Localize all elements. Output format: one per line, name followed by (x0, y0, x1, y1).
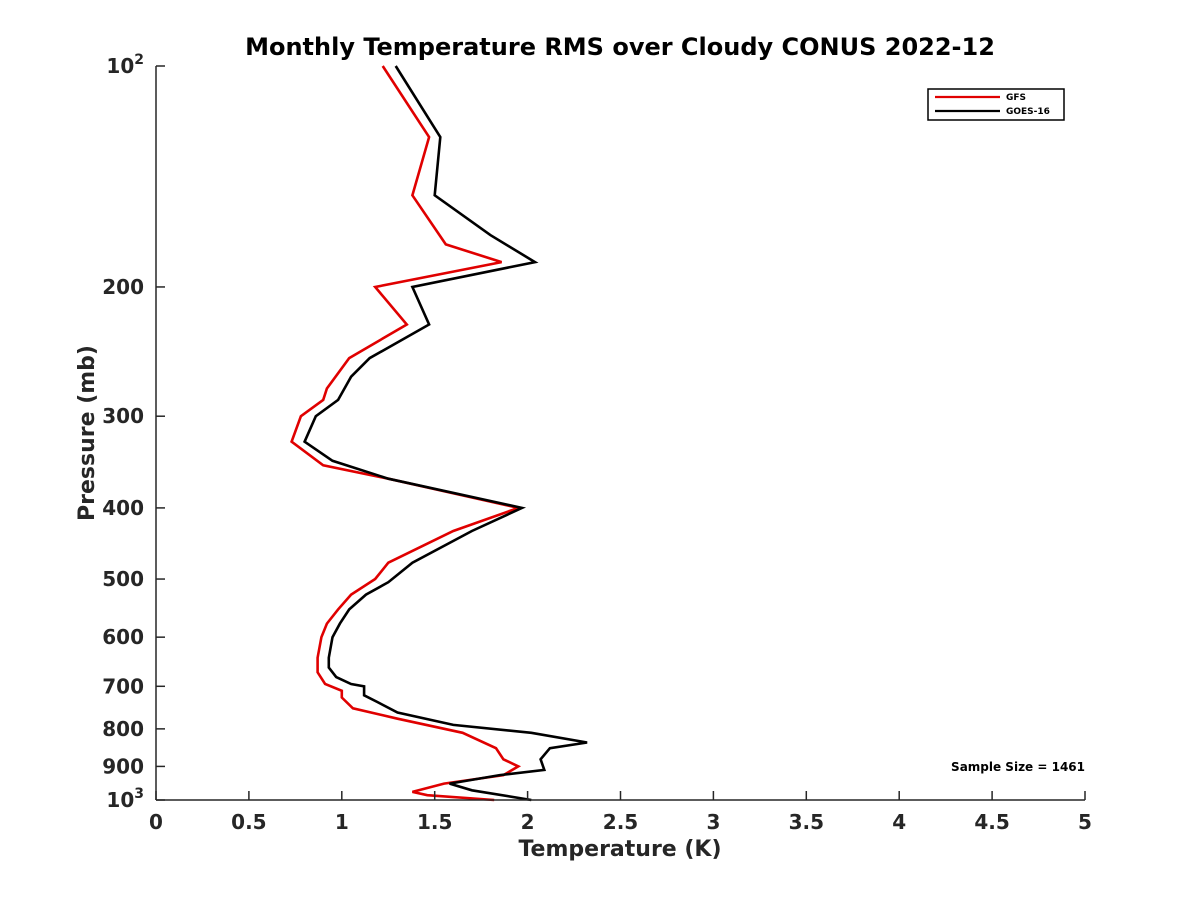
y-tick-label: 800 (102, 717, 144, 741)
y-tick-label: 102 (106, 52, 144, 78)
legend-box (927, 88, 1065, 121)
x-tick-label: 5 (1078, 810, 1092, 834)
y-tick-label: 600 (102, 625, 144, 649)
plot-area (290, 65, 588, 802)
legend: GFS GOES-16 (927, 88, 1065, 121)
y-tick-label: 700 (102, 674, 144, 698)
y-axis-label: Pressure (mb) (75, 345, 100, 521)
chart-title: Monthly Temperature RMS over Cloudy CONU… (245, 33, 995, 61)
series-line-gfs (290, 65, 523, 802)
x-tick-label: 2.5 (603, 810, 638, 834)
y-tick-label: 500 (102, 567, 144, 591)
x-tick-label: 4.5 (974, 810, 1009, 834)
x-tick-label: 0 (149, 810, 163, 834)
y-tick-label: 103 (106, 786, 144, 812)
x-tick-label: 3.5 (789, 810, 824, 834)
legend-label-goes16: GOES-16 (1006, 107, 1050, 117)
x-tick-label: 4 (892, 810, 906, 834)
legend-label-gfs: GFS (1006, 93, 1026, 103)
x-axis-label: Temperature (K) (518, 837, 721, 862)
y-tick-label: 200 (102, 275, 144, 299)
series-line-goes16 (302, 65, 588, 802)
y-tick-label: 300 (102, 404, 144, 428)
y-tick-label: 900 (102, 754, 144, 778)
x-tick-label: 2 (521, 810, 535, 834)
x-tick-label: 3 (706, 810, 720, 834)
sample-size-annotation: Sample Size = 1461 (951, 760, 1085, 774)
x-tick-label: 0.5 (231, 810, 266, 834)
x-tick-label: 1.5 (417, 810, 452, 834)
y-tick-label: 400 (102, 496, 144, 520)
x-tick-label: 1 (335, 810, 349, 834)
axes: 0 0.5 1 1.5 2 2.5 3 3.5 4 4.5 5 102 200 300 400 500 600 7… (102, 52, 1092, 834)
